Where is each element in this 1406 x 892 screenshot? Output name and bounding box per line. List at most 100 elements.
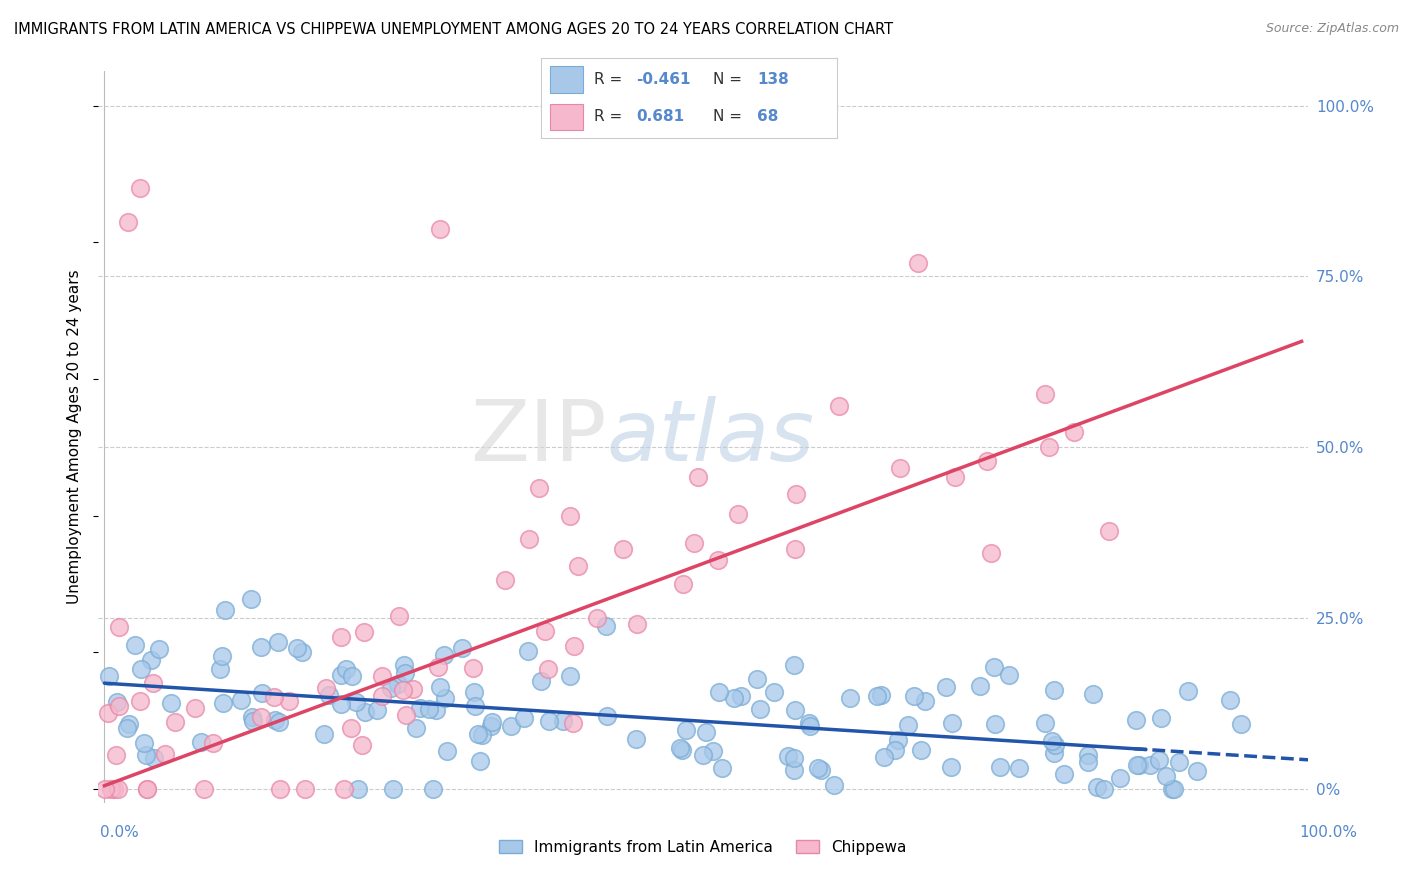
Point (366, 703, 388, 717)
Point (564, 640, 586, 654)
Point (330, 667, 353, 681)
Point (135, 748, 157, 763)
Point (585, 611, 607, 625)
Text: Source: ZipAtlas.com: Source: ZipAtlas.com (1265, 22, 1399, 36)
Text: 68: 68 (756, 109, 779, 124)
Point (231, 693, 253, 707)
Point (692, 747, 714, 762)
Point (669, 741, 692, 756)
Point (626, 732, 648, 747)
Point (124, 638, 146, 652)
Point (887, 733, 910, 747)
Point (212, 696, 235, 710)
Point (269, 782, 291, 797)
Point (596, 709, 619, 723)
Text: 138: 138 (756, 72, 789, 87)
Point (405, 721, 427, 735)
Point (1219, 693, 1241, 707)
Point (945, 470, 967, 484)
Point (340, 669, 363, 683)
Point (595, 619, 617, 633)
Point (538, 714, 561, 728)
Point (1125, 713, 1147, 727)
Point (267, 714, 290, 729)
Text: 0.0%: 0.0% (100, 825, 139, 840)
Point (291, 645, 314, 659)
Point (463, 684, 485, 698)
Point (626, 616, 648, 631)
Point (897, 718, 920, 732)
Point (263, 713, 285, 727)
Point (153, 747, 176, 761)
Point (97, 706, 120, 720)
Point (562, 716, 585, 731)
Point (517, 533, 540, 547)
Point (1163, 782, 1185, 797)
Point (183, 700, 205, 714)
Point (567, 558, 589, 573)
Point (1109, 772, 1132, 786)
Point (395, 707, 418, 722)
Text: ZIP: ZIP (470, 395, 606, 479)
Point (695, 724, 717, 739)
Point (107, 782, 129, 797)
Point (335, 662, 357, 676)
Point (250, 686, 273, 700)
Point (139, 653, 162, 667)
Point (799, 719, 821, 733)
Point (727, 507, 749, 521)
Bar (550, 66, 582, 93)
Point (1083, 687, 1105, 701)
Point (294, 782, 316, 797)
Point (1043, 738, 1066, 752)
Point (434, 691, 457, 706)
Point (782, 751, 804, 765)
Point (422, 782, 444, 797)
Point (240, 591, 263, 606)
Point (702, 744, 724, 758)
Point (371, 669, 394, 683)
Point (468, 754, 491, 768)
Point (883, 743, 905, 757)
Point (672, 577, 695, 591)
Point (353, 625, 375, 640)
Point (160, 696, 183, 710)
Point (402, 681, 425, 696)
Point (436, 744, 458, 758)
Point (612, 541, 634, 556)
Point (745, 672, 768, 686)
Point (479, 719, 502, 733)
Point (392, 683, 415, 698)
Point (683, 536, 706, 550)
Point (242, 714, 264, 728)
Point (249, 710, 271, 724)
Point (797, 715, 820, 730)
Point (1033, 716, 1056, 731)
Point (104, 747, 127, 762)
Point (107, 620, 129, 634)
Point (910, 742, 932, 756)
Point (914, 694, 936, 708)
Point (807, 761, 830, 775)
Point (1160, 782, 1182, 797)
Point (1139, 758, 1161, 772)
Point (785, 703, 807, 717)
Point (1043, 682, 1066, 697)
Point (1147, 753, 1170, 767)
Point (211, 648, 233, 663)
Point (267, 635, 290, 649)
Point (560, 669, 582, 683)
Point (907, 256, 929, 270)
Point (810, 763, 832, 777)
Point (1053, 766, 1076, 780)
Point (1168, 756, 1191, 770)
Point (208, 662, 231, 676)
Point (380, 681, 402, 696)
Point (250, 640, 273, 655)
Point (1043, 746, 1066, 760)
Text: atlas: atlas (606, 395, 814, 479)
Point (329, 630, 352, 644)
Point (352, 738, 374, 752)
Point (1040, 734, 1063, 748)
Point (838, 691, 860, 706)
